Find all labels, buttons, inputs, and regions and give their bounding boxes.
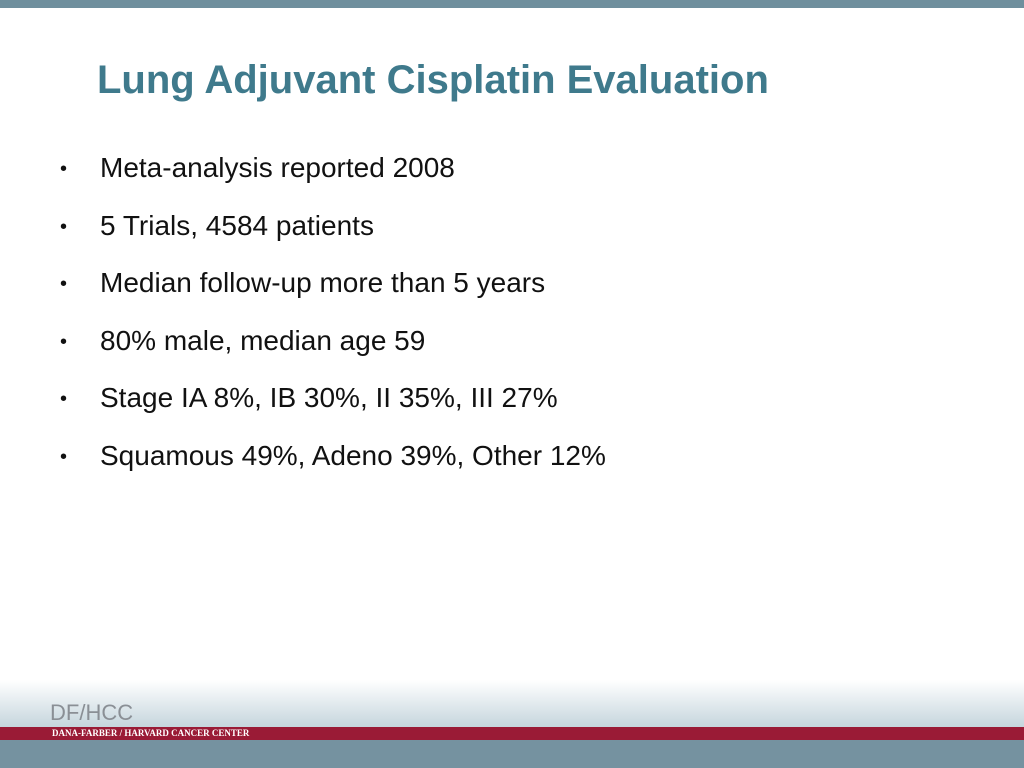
bullet: 80% male, median age 59 [60,325,606,383]
logo: DF/HCC [50,700,134,725]
red-bar [0,727,1024,740]
bullet: Meta-analysis reported 2008 [60,152,606,210]
bullet-list: Meta-analysis reported 20085 Trials, 458… [60,152,606,497]
bullet: 5 Trials, 4584 patients [60,210,606,268]
bullet: Squamous 49%, Adeno 39%, Other 12% [60,440,606,498]
bullet: Stage IA 8%, IB 30%, II 35%, III 27% [60,382,606,440]
top-bar [0,0,1024,8]
slide-title: Lung Adjuvant Cisplatin Evaluation [97,58,769,102]
bottom-bar [0,740,1024,768]
bullet: Median follow-up more than 5 years [60,267,606,325]
org-name: DANA-FARBER / HARVARD CANCER CENTER [52,728,250,738]
